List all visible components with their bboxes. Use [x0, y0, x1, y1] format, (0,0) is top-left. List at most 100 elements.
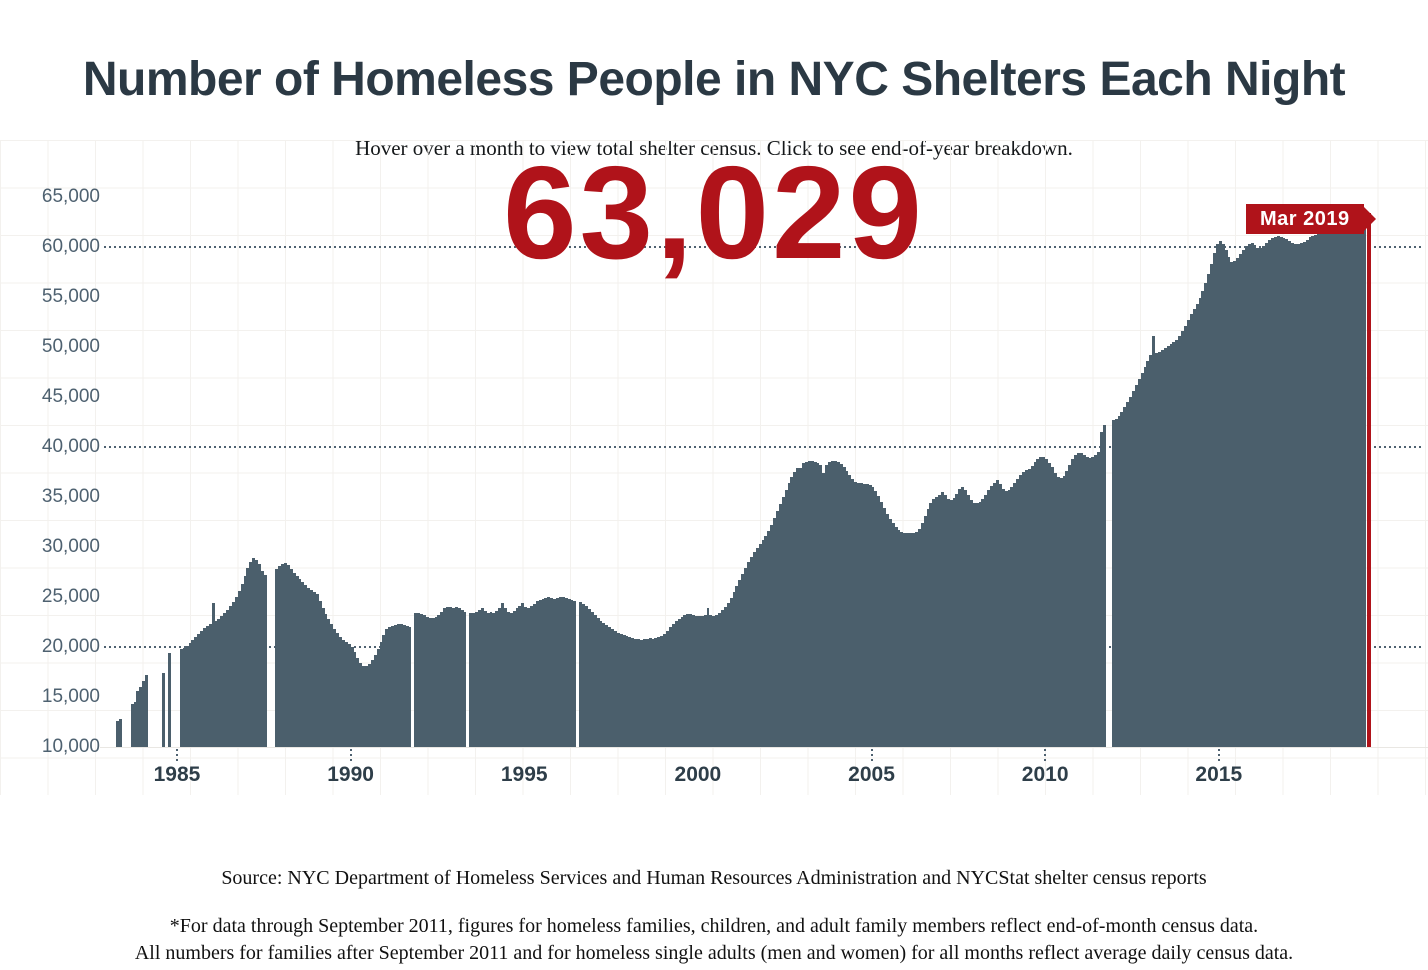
month-bar[interactable] — [784, 490, 788, 747]
month-bar[interactable] — [1181, 331, 1185, 747]
month-bar[interactable] — [1024, 470, 1028, 747]
month-bar[interactable] — [579, 602, 583, 747]
month-bar[interactable] — [732, 592, 736, 747]
month-bar[interactable] — [399, 624, 403, 747]
month-bar[interactable] — [356, 658, 360, 747]
month-bar[interactable] — [1103, 425, 1106, 747]
month-bar[interactable] — [631, 638, 635, 747]
month-bar[interactable] — [408, 627, 412, 747]
month-bar[interactable] — [301, 582, 305, 747]
month-bar[interactable] — [749, 557, 753, 747]
month-bar[interactable] — [810, 461, 814, 747]
month-bar[interactable] — [857, 483, 860, 747]
month-bar[interactable] — [660, 636, 664, 747]
month-bar[interactable] — [703, 615, 707, 747]
month-bar[interactable] — [677, 619, 681, 747]
month-bar[interactable] — [475, 612, 478, 747]
month-bar[interactable] — [544, 598, 548, 747]
month-bar[interactable] — [556, 598, 559, 747]
month-bar[interactable] — [1221, 244, 1225, 747]
month-bar[interactable] — [547, 597, 551, 747]
month-bar[interactable] — [489, 612, 493, 747]
month-bar[interactable] — [553, 599, 557, 747]
month-bar[interactable] — [851, 479, 855, 747]
month-bar[interactable] — [200, 631, 204, 747]
month-bar[interactable] — [1033, 462, 1037, 747]
month-bar[interactable] — [197, 634, 201, 747]
month-bar[interactable] — [307, 588, 311, 747]
month-bar[interactable] — [1042, 457, 1046, 747]
month-bar[interactable] — [738, 580, 742, 747]
month-bar[interactable] — [1279, 237, 1283, 747]
month-bar[interactable] — [359, 663, 363, 747]
month-bar[interactable] — [602, 623, 606, 747]
month-bar[interactable] — [194, 637, 198, 747]
month-bar[interactable] — [590, 612, 594, 747]
month-bar[interactable] — [1207, 274, 1211, 747]
month-bar[interactable] — [379, 642, 383, 747]
month-bar[interactable] — [1050, 467, 1054, 747]
month-bar[interactable] — [998, 484, 1002, 747]
month-bar[interactable] — [304, 585, 308, 747]
month-bar[interactable] — [234, 597, 238, 747]
month-bar[interactable] — [457, 608, 461, 747]
month-bar[interactable] — [1100, 432, 1104, 747]
month-bar[interactable] — [1082, 455, 1086, 747]
month-bar[interactable] — [503, 608, 507, 747]
month-bar[interactable] — [776, 511, 779, 747]
month-bar[interactable] — [981, 499, 985, 747]
month-bar[interactable] — [891, 523, 895, 747]
month-bar[interactable] — [663, 634, 667, 747]
month-bar[interactable] — [431, 618, 435, 747]
month-bar[interactable] — [952, 498, 956, 747]
month-bar[interactable] — [984, 495, 988, 747]
month-bar[interactable] — [700, 616, 704, 747]
month-bar[interactable] — [1195, 304, 1199, 747]
month-bar[interactable] — [1230, 262, 1234, 747]
month-bar[interactable] — [813, 462, 817, 747]
month-bar[interactable] — [521, 603, 525, 747]
month-bar[interactable] — [142, 681, 146, 747]
month-bar[interactable] — [819, 465, 823, 747]
month-bar[interactable] — [1328, 227, 1332, 747]
month-bar[interactable] — [767, 531, 771, 747]
month-bar[interactable] — [1192, 309, 1196, 747]
month-bar[interactable] — [978, 502, 982, 747]
month-bar[interactable] — [237, 591, 241, 747]
month-bar[interactable] — [139, 687, 143, 747]
month-bar[interactable] — [975, 503, 979, 747]
month-bar[interactable] — [1213, 253, 1216, 747]
month-bar[interactable] — [796, 468, 800, 747]
month-bar[interactable] — [318, 601, 322, 747]
month-bar[interactable] — [1198, 298, 1202, 747]
month-bar[interactable] — [570, 600, 574, 747]
month-bar[interactable] — [492, 613, 496, 747]
month-bar[interactable] — [1294, 244, 1297, 747]
month-bar[interactable] — [712, 616, 716, 747]
month-bar[interactable] — [625, 636, 629, 747]
month-bar[interactable] — [642, 639, 646, 747]
month-bar[interactable] — [773, 518, 777, 747]
month-bar[interactable] — [758, 544, 762, 747]
month-bar[interactable] — [1253, 245, 1257, 747]
month-bar[interactable] — [721, 610, 724, 747]
month-bar[interactable] — [938, 495, 941, 747]
month-bar[interactable] — [1270, 238, 1274, 747]
month-bar[interactable] — [715, 615, 719, 747]
month-bar[interactable] — [1322, 231, 1326, 747]
month-bar[interactable] — [900, 532, 904, 747]
month-bar[interactable] — [1094, 455, 1098, 747]
month-bar[interactable] — [229, 606, 232, 747]
month-bar[interactable] — [182, 648, 186, 747]
month-bar[interactable] — [1039, 457, 1043, 747]
month-bar[interactable] — [1053, 473, 1057, 747]
month-bar[interactable] — [1143, 367, 1147, 747]
month-bar[interactable] — [295, 576, 299, 747]
month-bar[interactable] — [231, 602, 235, 747]
month-bar[interactable] — [671, 624, 675, 747]
month-bar[interactable] — [1178, 336, 1182, 747]
month-bar[interactable] — [1175, 340, 1179, 747]
month-bar[interactable] — [324, 614, 328, 747]
month-bar[interactable] — [1123, 407, 1127, 747]
month-bar[interactable] — [353, 652, 357, 747]
